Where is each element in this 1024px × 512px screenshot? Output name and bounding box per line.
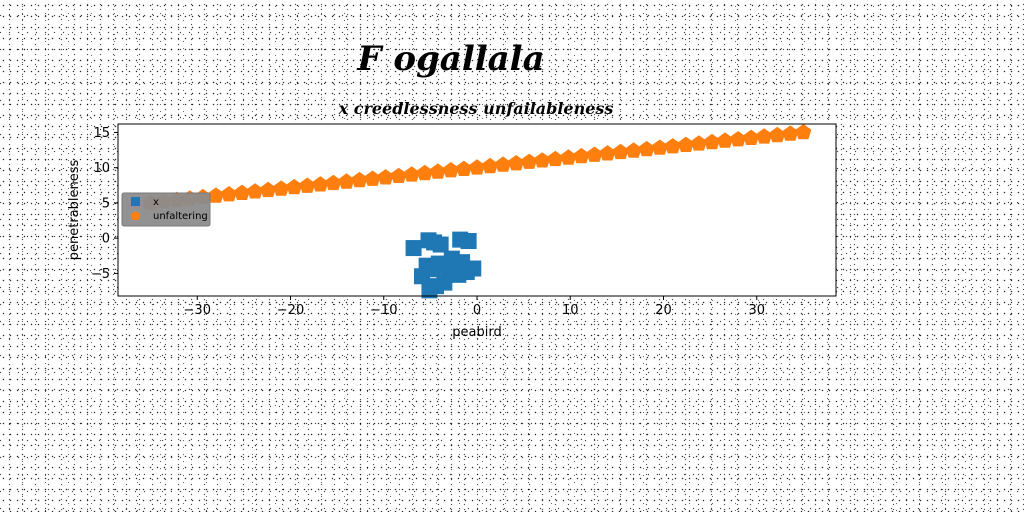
chart-title: x creedlessness unfailableness bbox=[338, 99, 614, 118]
point-unfaltering bbox=[429, 163, 446, 179]
figure-suptitle: F ogallala bbox=[356, 39, 544, 79]
point-unfaltering bbox=[690, 135, 707, 151]
point-unfaltering bbox=[651, 139, 668, 155]
point-unfaltering bbox=[455, 160, 472, 176]
y-tick-label: 10 bbox=[93, 161, 110, 176]
legend-marker-x bbox=[131, 197, 140, 206]
point-unfaltering bbox=[664, 138, 681, 154]
point-x bbox=[413, 268, 430, 285]
legend-marker-unfaltering bbox=[130, 211, 141, 220]
x-tick-label: −30 bbox=[184, 303, 211, 318]
point-unfaltering bbox=[403, 166, 420, 182]
point-unfaltering bbox=[233, 184, 251, 200]
point-unfaltering bbox=[560, 149, 577, 165]
point-unfaltering bbox=[586, 146, 603, 162]
point-unfaltering bbox=[286, 178, 303, 195]
point-unfaltering bbox=[468, 159, 486, 175]
point-unfaltering bbox=[769, 126, 786, 143]
point-unfaltering bbox=[573, 147, 590, 164]
x-tick-label: −20 bbox=[277, 303, 304, 318]
x-tick-label: 30 bbox=[748, 303, 765, 318]
point-unfaltering bbox=[534, 152, 551, 168]
point-unfaltering bbox=[299, 177, 316, 193]
point-unfaltering bbox=[795, 124, 812, 140]
point-unfaltering bbox=[743, 129, 760, 145]
point-unfaltering bbox=[351, 171, 368, 188]
point-unfaltering bbox=[717, 132, 734, 148]
point-unfaltering bbox=[482, 157, 499, 174]
point-unfaltering bbox=[599, 145, 616, 161]
point-unfaltering bbox=[612, 143, 629, 160]
legend-label-unfaltering: unfaltering bbox=[153, 211, 208, 222]
point-unfaltering bbox=[508, 155, 525, 171]
legend-frame bbox=[121, 192, 211, 227]
y-tick-label: −5 bbox=[91, 267, 110, 282]
x-tick-label: 0 bbox=[473, 303, 481, 318]
point-unfaltering bbox=[756, 128, 773, 144]
point-unfaltering bbox=[442, 162, 459, 178]
x-tick-label: 10 bbox=[562, 303, 579, 318]
x-tick-label: 20 bbox=[655, 303, 672, 318]
point-unfaltering bbox=[312, 176, 329, 192]
point-unfaltering bbox=[416, 164, 433, 181]
legend-label-x: x bbox=[153, 197, 159, 208]
point-unfaltering bbox=[495, 156, 512, 172]
point-x bbox=[421, 282, 438, 299]
y-tick-label: 0 bbox=[102, 232, 110, 247]
point-unfaltering bbox=[207, 187, 224, 203]
point-unfaltering bbox=[547, 150, 564, 167]
point-unfaltering bbox=[521, 153, 538, 169]
x-axis: −30 −20 −10 0 10 20 30 bbox=[184, 296, 765, 318]
x-axis-label: peabird bbox=[452, 325, 501, 340]
point-unfaltering bbox=[390, 167, 407, 183]
legend: x unfaltering bbox=[121, 192, 211, 227]
point-unfaltering bbox=[338, 173, 355, 189]
series-layer bbox=[142, 124, 812, 299]
y-tick-label: 5 bbox=[102, 196, 110, 211]
point-unfaltering bbox=[260, 181, 277, 198]
point-unfaltering bbox=[677, 136, 694, 152]
point-unfaltering bbox=[730, 131, 747, 147]
point-unfaltering bbox=[273, 180, 290, 196]
y-tick-label: 15 bbox=[93, 126, 110, 141]
point-x bbox=[460, 233, 477, 250]
point-unfaltering bbox=[325, 174, 342, 191]
point-unfaltering bbox=[703, 133, 721, 150]
point-unfaltering bbox=[364, 170, 381, 186]
point-unfaltering bbox=[377, 169, 394, 185]
y-axis: −5 0 5 10 15 bbox=[91, 126, 118, 282]
point-unfaltering bbox=[638, 140, 655, 157]
point-x bbox=[432, 236, 449, 253]
point-unfaltering bbox=[247, 183, 264, 199]
y-axis-label: penetrableness bbox=[67, 160, 82, 261]
point-unfaltering bbox=[782, 125, 799, 141]
point-unfaltering bbox=[220, 186, 237, 202]
x-tick-label: −10 bbox=[370, 303, 397, 318]
point-unfaltering bbox=[625, 142, 642, 158]
plot-area bbox=[117, 123, 837, 299]
point-x bbox=[458, 264, 475, 281]
point-x bbox=[405, 240, 422, 257]
